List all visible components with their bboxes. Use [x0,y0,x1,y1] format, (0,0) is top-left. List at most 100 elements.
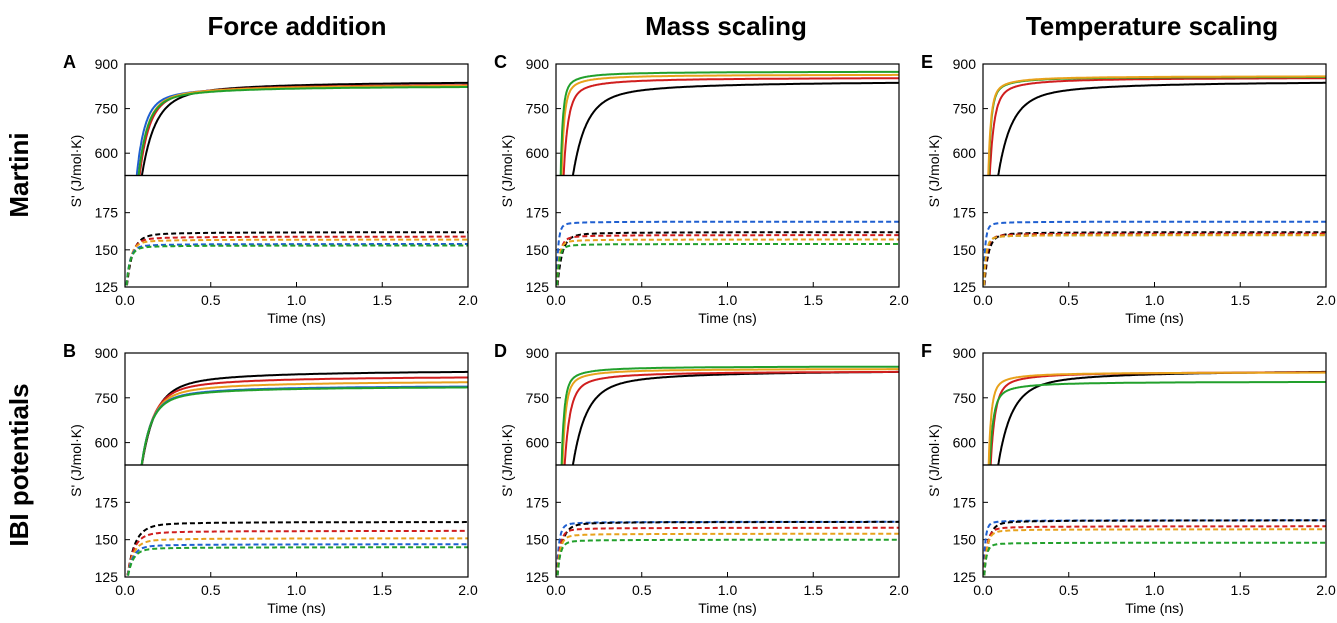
lower-series-group [983,519,1326,577]
x-tick-label: 0.0 [115,292,135,308]
lower-series-line [556,538,899,577]
y-tick-label: 125 [95,279,119,295]
panel-letter-e: E [921,52,933,72]
y-tick-label: 150 [95,532,119,548]
y-tick-label: 750 [526,390,550,406]
panel-f: F S' (J/mol·K) Time (ns) 0.0 0.5 1.0 1.5 2.0 600… [921,341,1336,616]
y-tick-label: 125 [526,569,550,585]
x-tick-label: 2.0 [1316,292,1336,308]
row-title-martini: Martini [4,132,34,217]
upper-series-line [560,73,899,176]
y-tick-label: 125 [953,279,977,295]
column-title-force-addition: Force addition [207,11,386,41]
lower-series-line [125,238,468,287]
lower-plot-frame [124,174,469,288]
panel-letter-f: F [921,341,932,361]
lower-series-line [125,243,468,287]
panel-a: A S' (J/mol·K) Time (ns) 0.0 0.5 1.0 1.5 2.0 600… [63,52,478,326]
panel-letter-d: D [494,341,507,361]
x-tick-label: 2.0 [889,582,909,598]
y-tick-label: 150 [95,242,119,258]
x-tick-label: 0.5 [1059,582,1079,598]
y-tick-label: 175 [95,205,119,221]
upper-series-line [140,386,468,465]
upper-series-group [559,70,899,176]
x-tick-label: 1.5 [804,292,824,308]
x-tick-label: 1.0 [718,582,738,598]
y-tick-label: 600 [526,145,550,161]
x-tick-label: 0.5 [201,582,221,598]
lower-series-line [125,244,468,287]
lower-series-line [983,541,1326,577]
lower-series-line [126,529,468,577]
x-tick-label: 0.0 [973,582,993,598]
upper-series-line [560,365,899,465]
upper-series-line [987,371,1326,465]
lower-plot-frame [982,464,1327,578]
x-tick-label: 1.0 [1145,582,1165,598]
x-tick-label: 0.0 [546,292,566,308]
x-tick-label: 0.5 [632,582,652,598]
y-tick-label: 600 [953,435,977,451]
lower-series-line [983,234,1326,287]
x-tick-label: 2.0 [1316,582,1336,598]
lower-series-line [983,519,1326,577]
y-tick-label: 125 [953,569,977,585]
x-tick-label: 1.5 [373,292,393,308]
y-tick-label: 900 [953,56,977,72]
y-tick-label: 125 [526,279,550,295]
upper-series-line [140,81,468,176]
y-tick-label: 900 [526,345,550,361]
upper-series-line [561,368,899,465]
x-tick-label: 1.5 [804,582,824,598]
upper-series-line [559,70,899,176]
upper-series-group [140,370,468,465]
x-tick-label: 0.5 [1059,292,1079,308]
x-axis-label: Time (ns) [1125,600,1184,616]
y-tick-label: 900 [526,56,550,72]
y-axis-label: S' (J/mol·K) [926,424,942,497]
lower-plot-frame [555,174,900,288]
y-axis-label: S' (J/mol·K) [68,135,84,208]
x-tick-label: 1.5 [1231,292,1251,308]
upper-plot-frame [982,352,1327,466]
upper-series-line [987,75,1326,176]
x-tick-label: 2.0 [458,292,478,308]
y-tick-label: 175 [526,205,550,221]
upper-series-group [560,365,899,465]
y-tick-label: 900 [953,345,977,361]
panel-letter-a: A [63,52,76,72]
y-tick-label: 150 [526,532,550,548]
lower-series-line [125,231,468,287]
y-tick-label: 750 [953,101,977,117]
upper-series-group [987,370,1326,465]
y-tick-label: 150 [953,532,977,548]
lower-series-group [556,520,899,577]
y-axis-label: S' (J/mol·K) [499,424,515,497]
y-tick-label: 900 [95,56,119,72]
lower-series-line [556,220,899,287]
x-axis-label: Time (ns) [267,310,326,326]
lower-plot-frame [124,464,469,578]
lower-series-line [556,526,899,577]
upper-series-line [987,76,1326,176]
lower-series-line [126,521,468,577]
upper-series-group [135,81,468,176]
upper-series-group [987,75,1326,176]
panel-c: C S' (J/mol·K) Time (ns) 0.0 0.5 1.0 1.5 2.0 600… [494,52,909,326]
x-tick-label: 1.5 [1231,582,1251,598]
x-tick-label: 2.0 [889,292,909,308]
panel-d: D S' (J/mol·K) Time (ns) 0.0 0.5 1.0 1.5 2.0 600… [494,341,909,616]
lower-series-line [126,537,468,577]
lower-series-group [983,220,1326,287]
x-tick-label: 1.0 [1145,292,1165,308]
y-tick-label: 150 [953,242,977,258]
lower-series-line [556,238,899,287]
upper-series-line [137,86,468,176]
x-axis-label: Time (ns) [1125,310,1184,326]
x-tick-label: 1.0 [718,292,738,308]
row-title-ibi-potentials: IBI potentials [4,383,34,546]
y-axis-label: S' (J/mol·K) [499,135,515,208]
lower-series-line [125,235,468,287]
